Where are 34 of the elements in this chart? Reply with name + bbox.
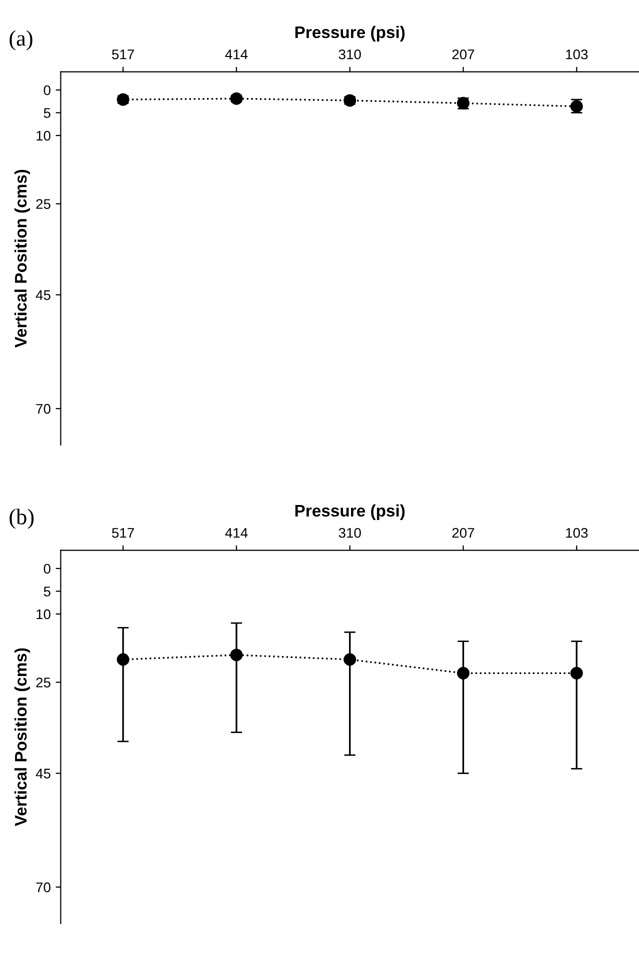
y-tick-label: 25: [36, 199, 50, 209]
y-tick-label: 10: [36, 609, 50, 620]
y-axis-title: Vertical Position (cms): [14, 170, 30, 348]
x-tick-label: 414: [225, 528, 248, 538]
x-tick-label: 103: [566, 49, 588, 60]
x-tick-label: 207: [452, 528, 474, 538]
x-tick-label: 310: [338, 49, 361, 60]
y-tick-label: 45: [36, 768, 50, 778]
y-tick-label: 25: [36, 678, 50, 688]
x-tick-label: 207: [452, 49, 474, 60]
point: [570, 666, 583, 680]
x-tick-label: 517: [112, 50, 134, 60]
y-axis-title: Vertical Position (cms): [14, 648, 30, 826]
point: [116, 653, 130, 666]
x-axis-title: Pressure (psi): [295, 504, 405, 520]
point: [230, 648, 243, 662]
x-tick-label: 414: [225, 50, 248, 60]
point: [344, 653, 356, 666]
y-tick-label: 0: [44, 85, 50, 96]
x-tick-label: 103: [566, 528, 588, 538]
x-axis-title: Pressure (psi): [295, 26, 405, 42]
y-tick-label: 70: [36, 404, 50, 414]
x-tick-label: 310: [338, 528, 361, 538]
y-tick-label: 10: [36, 130, 50, 141]
y-tick-label: 5: [44, 108, 50, 118]
x-tick-label: 517: [112, 528, 134, 538]
y-tick-label: 45: [36, 290, 50, 300]
chart-title: (a): [10, 30, 32, 50]
chart-title: (b): [10, 508, 34, 529]
y-tick-label: 70: [36, 882, 50, 892]
point: [456, 666, 470, 680]
y-tick-label: 0: [44, 564, 50, 574]
y-tick-label: 5: [44, 586, 50, 596]
point: [230, 92, 243, 105]
